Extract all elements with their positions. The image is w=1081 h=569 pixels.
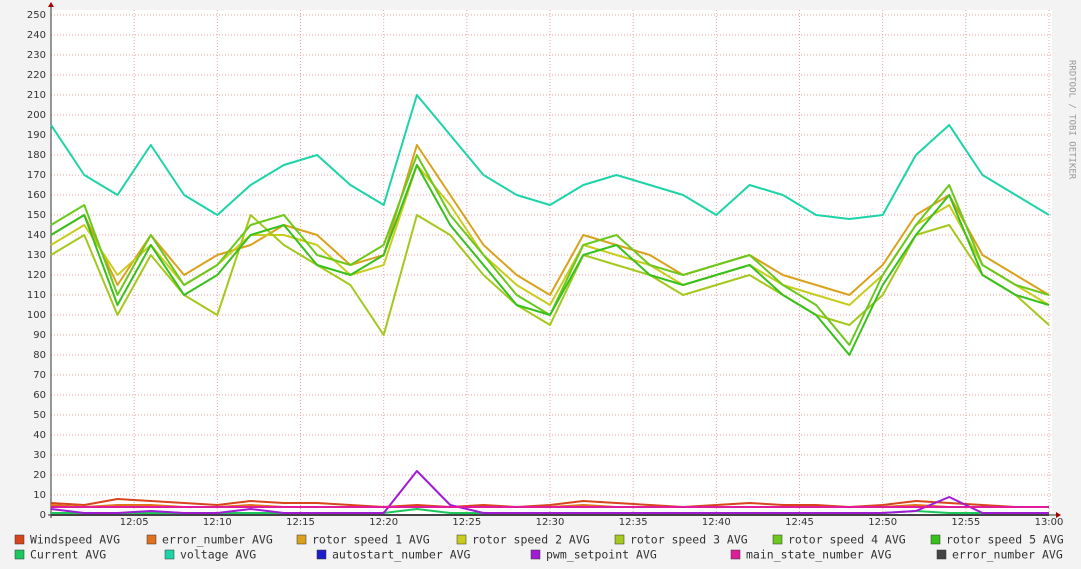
y-tick-label: 30 xyxy=(33,450,46,461)
legend-swatch xyxy=(530,549,541,560)
x-tick-label: 12:20 xyxy=(369,517,398,528)
series-line xyxy=(50,164,1050,356)
y-tick-label: 250 xyxy=(27,10,46,21)
legend-swatch xyxy=(316,549,327,560)
legend-swatch xyxy=(936,549,947,560)
series-line xyxy=(50,214,1050,336)
x-tick-label: 12:35 xyxy=(619,517,648,528)
axis-arrow xyxy=(48,2,54,7)
y-tick-label: 200 xyxy=(27,110,46,121)
legend-label: main_state_number AVG xyxy=(746,548,891,562)
y-tick-label: 90 xyxy=(33,330,46,341)
x-tick-label: 12:50 xyxy=(868,517,897,528)
y-tick-label: 160 xyxy=(27,190,46,201)
y-tick-label: 0 xyxy=(40,510,46,521)
legend-label: rotor speed 2 AVG xyxy=(472,533,590,547)
legend-swatch xyxy=(930,534,941,545)
y-tick-label: 40 xyxy=(33,430,46,441)
x-tick-label: 12:40 xyxy=(702,517,731,528)
x-tick-label: 12:45 xyxy=(785,517,814,528)
legend-label: Windspeed AVG xyxy=(30,533,120,547)
legend-label: Current AVG xyxy=(30,548,106,562)
y-tick-label: 80 xyxy=(33,350,46,361)
y-tick-label: 190 xyxy=(27,130,46,141)
legend-label: rotor speed 3 AVG xyxy=(630,533,748,547)
legend-swatch xyxy=(164,549,175,560)
x-tick-label: 12:55 xyxy=(951,517,980,528)
legend-label: rotor speed 4 AVG xyxy=(788,533,906,547)
y-tick-label: 10 xyxy=(33,490,46,501)
legend-swatch xyxy=(14,534,25,545)
x-tick-label: 12:25 xyxy=(452,517,481,528)
y-tick-label: 70 xyxy=(33,370,46,381)
y-tick-label: 60 xyxy=(33,390,46,401)
y-tick-label: 100 xyxy=(27,310,46,321)
legend-swatch xyxy=(146,534,157,545)
legend-label: rotor speed 1 AVG xyxy=(312,533,430,547)
y-tick-label: 20 xyxy=(33,470,46,481)
y-tick-label: 110 xyxy=(27,290,46,301)
y-tick-label: 230 xyxy=(27,50,46,61)
legend-swatch xyxy=(614,534,625,545)
x-tick-label: 12:10 xyxy=(203,517,232,528)
series-line xyxy=(50,470,1049,514)
legend-label: voltage AVG xyxy=(180,548,256,562)
legend-label: autostart_number AVG xyxy=(332,548,471,562)
series-line xyxy=(50,94,1050,220)
legend-label: pwm_setpoint AVG xyxy=(546,548,657,562)
legend-label: error_number AVG xyxy=(162,533,273,547)
legend-swatch xyxy=(730,549,741,560)
watermark: RRDTOOL / TOBI OETIKER xyxy=(1067,60,1077,180)
plot-area xyxy=(51,10,1052,515)
x-tick-label: 12:15 xyxy=(286,517,315,528)
y-tick-label: 220 xyxy=(27,70,46,81)
legend-swatch xyxy=(14,549,25,560)
x-tick-label: 12:05 xyxy=(120,517,149,528)
y-tick-label: 130 xyxy=(27,250,46,261)
y-tick-label: 120 xyxy=(27,270,46,281)
legend-label: error_number AVG xyxy=(952,548,1063,562)
x-tick-label: 13:00 xyxy=(1035,517,1064,528)
legend-swatch xyxy=(772,534,783,545)
legend-swatch xyxy=(296,534,307,545)
legend-swatch xyxy=(456,534,467,545)
series-line xyxy=(50,498,1049,508)
axis-arrow xyxy=(1056,512,1061,518)
y-tick-label: 150 xyxy=(27,210,46,221)
y-tick-label: 240 xyxy=(27,30,46,41)
y-tick-label: 180 xyxy=(27,150,46,161)
y-tick-label: 50 xyxy=(33,410,46,421)
legend-label: rotor speed 5 AVG xyxy=(946,533,1064,547)
x-tick-label: 12:30 xyxy=(536,517,565,528)
y-tick-label: 170 xyxy=(27,170,46,181)
y-tick-label: 140 xyxy=(27,230,46,241)
series-line xyxy=(50,144,1050,296)
y-tick-label: 210 xyxy=(27,90,46,101)
